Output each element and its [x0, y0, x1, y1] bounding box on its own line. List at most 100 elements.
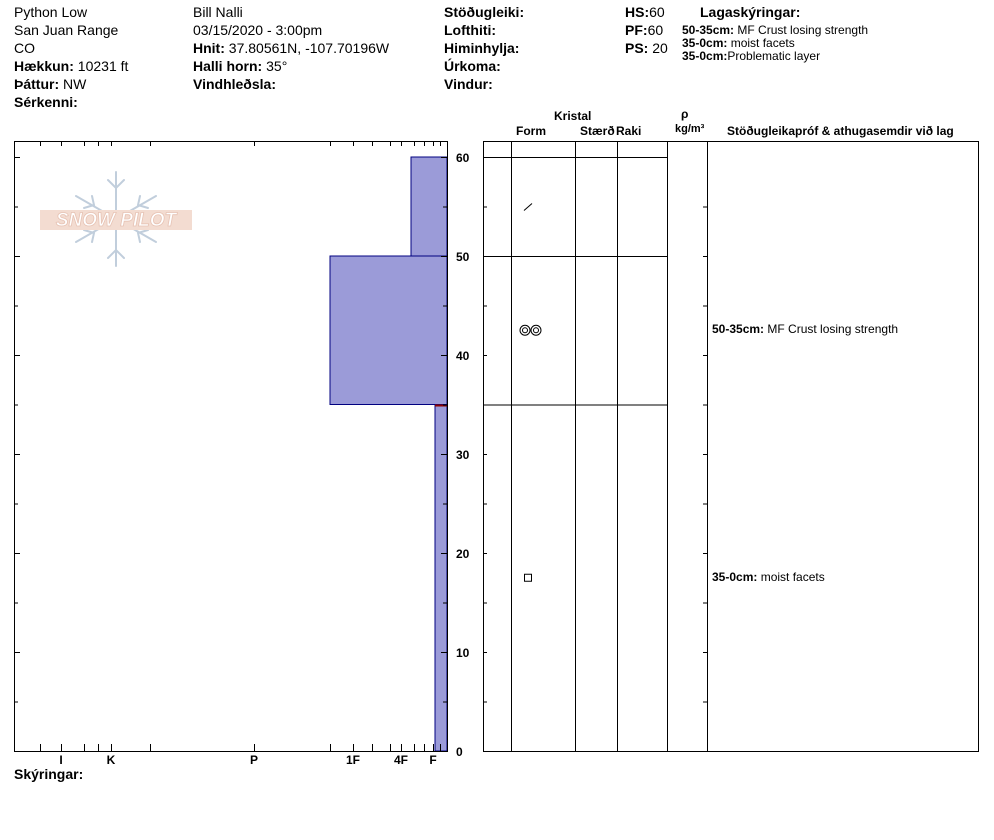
table-comment: 35-0cm: moist facets — [712, 571, 825, 583]
table-comment-text: moist facets — [760, 569, 825, 584]
features: Sérkenni: — [14, 95, 78, 109]
layer-note: 50-35cm: MF Crust losing strength — [682, 24, 868, 36]
ps: PS: 20 — [625, 41, 668, 55]
sky-cover: Himinhylja: — [444, 41, 519, 55]
moisture-header-text: Raki — [616, 124, 642, 138]
layer-note: 35-0cm: moist facets — [682, 37, 795, 49]
pf: PF:60 — [625, 23, 663, 37]
ps-label: PS: — [625, 40, 649, 56]
hardness-frame — [14, 141, 448, 752]
hs: HS:60 — [625, 5, 665, 19]
layer-note-range: 35-0cm: — [682, 36, 728, 50]
form-header: Form — [516, 125, 546, 137]
crust-inner-circle — [522, 327, 528, 334]
state-name: CO — [14, 40, 35, 56]
table-comment-text: MF Crust losing strength — [767, 322, 899, 337]
wind-loading: Vindhleðsla: — [193, 77, 276, 91]
slope: Halli horn: 35° — [193, 59, 287, 73]
stability-label: Stöðugleiki: — [444, 4, 525, 20]
table-comment-range: 50-35cm: — [712, 322, 765, 337]
hardness-tick-label: K — [107, 753, 116, 767]
layer-note-range: 35-0cm: — [682, 49, 728, 63]
slope-value: 35° — [266, 58, 288, 74]
pf-value: 60 — [647, 22, 664, 38]
hs-label: HS: — [625, 4, 650, 20]
tests-header-text: Stöðugleikapróf & athugasemdir við lag — [727, 124, 954, 138]
layer-notes-title: Lagaskýringar: — [700, 5, 800, 19]
coordinates: Hnit: 37.80561N, -107.70196W — [193, 41, 389, 55]
table-ticks — [483, 206, 707, 703]
table-comment: 50-35cm: MF Crust losing strength — [712, 323, 898, 335]
sky-label: Himinhylja: — [444, 40, 520, 56]
rho-header-text: ρ — [681, 107, 689, 121]
y-tick-label: 0 — [456, 745, 463, 759]
layer-note-range: 50-35cm: — [682, 23, 735, 37]
tests-header: Stöðugleikapróf & athugasemdir við lag — [727, 125, 954, 137]
precip-label: Úrkoma: — [444, 58, 501, 74]
snowpilot-logo: SNOW PILOT — [40, 171, 192, 267]
elevation-value: 10231 ft — [77, 58, 129, 74]
aspect-label: Þáttur: — [14, 76, 60, 92]
ps-value: 20 — [652, 40, 668, 56]
aspect: Þáttur: NW — [14, 77, 86, 91]
precipitation-particle-icon — [523, 203, 533, 211]
logo-text: SNOW PILOT — [56, 210, 178, 231]
hardness-bar — [410, 156, 448, 257]
moisture-header: Raki — [616, 125, 641, 137]
density-unit-text: kg/m³ — [675, 123, 705, 135]
hardness-bar — [329, 255, 448, 405]
stability: Stöðugleiki: — [444, 5, 524, 19]
x-axis-ticks: I K P 1F 4F F — [40, 141, 441, 767]
layer-note: 35-0cm:Problematic layer — [682, 50, 820, 62]
layer-notes-title-text: Lagaskýringar: — [700, 4, 801, 20]
layer-boundary-lines — [483, 157, 667, 406]
aspect-value: NW — [63, 76, 87, 92]
crust-inner-circle — [533, 327, 539, 334]
site-name: Python Low — [14, 4, 88, 20]
hardness-tick-label: I — [59, 753, 62, 767]
grain-form-symbols — [519, 203, 542, 582]
layer-note-text: moist facets — [730, 36, 795, 50]
comments: Skýringar: — [14, 767, 83, 781]
observer: Bill Nalli — [193, 4, 243, 20]
elevation-label: Hækkun: — [14, 58, 74, 74]
melt-freeze-crust-icon — [519, 324, 542, 336]
logo-band — [40, 210, 192, 230]
y-axis-ticks: 0 10 20 30 40 50 60 — [14, 151, 470, 759]
y-tick-label: 50 — [456, 250, 470, 264]
form-header-text: Form — [516, 124, 546, 138]
hardness-layers — [329, 156, 448, 752]
layer-table-grid — [483, 141, 979, 752]
table-comment-range: 35-0cm: — [712, 569, 758, 584]
hardness-tick-label: P — [250, 753, 258, 767]
density-unit-header: kg/m³ — [675, 124, 704, 135]
layer-note-text: MF Crust losing strength — [737, 23, 869, 37]
rho-header: ρ — [681, 108, 688, 120]
slope-label: Halli horn: — [193, 58, 263, 74]
hardness-bar — [434, 404, 448, 752]
faceted-crystal-icon — [524, 573, 532, 582]
coords-value: 37.80561N, -107.70196W — [228, 40, 390, 56]
crystal-header-text: Kristal — [554, 109, 592, 123]
y-tick-label: 10 — [456, 646, 470, 660]
y-tick-label: 40 — [456, 349, 470, 363]
y-tick-label: 20 — [456, 547, 470, 561]
crystal-header: Kristal — [554, 110, 591, 122]
features-label: Sérkenni: — [14, 94, 78, 110]
crust-outer-circle — [530, 324, 542, 336]
precipitation: Úrkoma: — [444, 59, 501, 73]
datetime: 03/15/2020 - 3:00pm — [193, 22, 323, 38]
size-header-text: Stærð — [580, 124, 615, 138]
wind-loading-label: Vindhleðsla: — [193, 76, 276, 92]
air-temp-label: Lofthiti: — [444, 22, 497, 38]
hardness-tick-label: 1F — [346, 753, 360, 767]
wind-label: Vindur: — [444, 76, 493, 92]
y-tick-label: 60 — [456, 151, 470, 165]
hardness-tick-label: 4F — [394, 753, 408, 767]
layer-note-text: Problematic layer — [727, 49, 821, 63]
elevation: Hækkun: 10231 ft — [14, 59, 128, 73]
comments-label: Skýringar: — [14, 766, 84, 782]
air-temp: Lofthiti: — [444, 23, 496, 37]
y-tick-label: 30 — [456, 448, 470, 462]
